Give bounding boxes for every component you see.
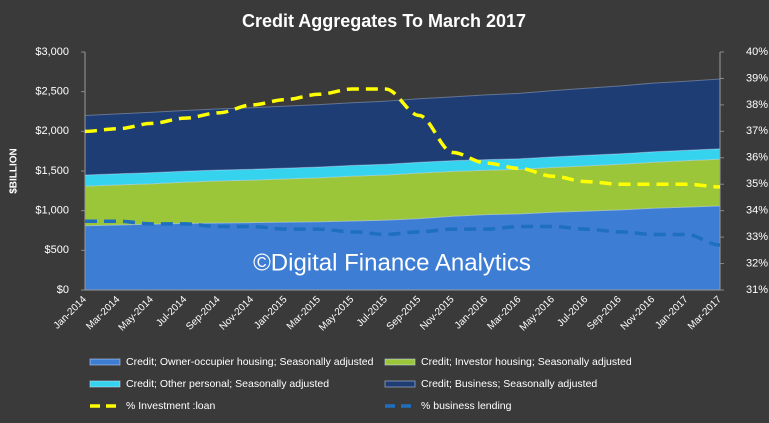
y-tick-label: $2,500	[35, 86, 69, 98]
y2-tick-label: 40%	[746, 46, 768, 58]
y2-tick-label: 34%	[746, 205, 768, 217]
y-tick-label: $0	[57, 284, 69, 296]
chart-title: Credit Aggregates To March 2017	[242, 11, 526, 31]
legend-label: Credit; Other personal; Seasonally adjus…	[126, 378, 329, 390]
legend-swatch	[89, 358, 121, 366]
y2-tick-label: 35%	[746, 178, 768, 190]
y2-tick-label: 37%	[746, 125, 768, 137]
legend-label: Credit; Investor housing; Seasonally adj…	[421, 356, 632, 368]
y-tick-label: $1,500	[35, 165, 69, 177]
y-tick-label: $2,000	[35, 125, 69, 137]
y-axis-label: $BILLION	[9, 148, 20, 194]
legend-swatch	[384, 380, 416, 388]
line	[85, 219, 721, 247]
y-tick-label: $500	[45, 244, 69, 256]
legend-label: % business lending	[421, 400, 512, 412]
y2-tick-label: 31%	[746, 284, 768, 296]
legend-label: Credit; Business; Seasonally adjusted	[421, 378, 597, 390]
legend-label: % Investment :loan	[126, 400, 215, 412]
y2-tick-label: 39%	[746, 72, 768, 84]
y2-tick-label: 38%	[746, 99, 768, 111]
y2-tick-label: 36%	[746, 152, 768, 164]
y-tick-label: $3,000	[35, 46, 69, 58]
legend-swatch	[384, 358, 416, 366]
y2-tick-label: 33%	[746, 231, 768, 243]
legend-label: Credit; Owner-occupier housing; Seasonal…	[126, 356, 374, 368]
y2-tick-label: 32%	[746, 257, 768, 269]
legend-swatch	[89, 380, 121, 388]
line	[84, 87, 721, 189]
watermark: ©Digital Finance Analytics	[253, 249, 531, 276]
y-tick-label: $1,000	[35, 205, 69, 217]
